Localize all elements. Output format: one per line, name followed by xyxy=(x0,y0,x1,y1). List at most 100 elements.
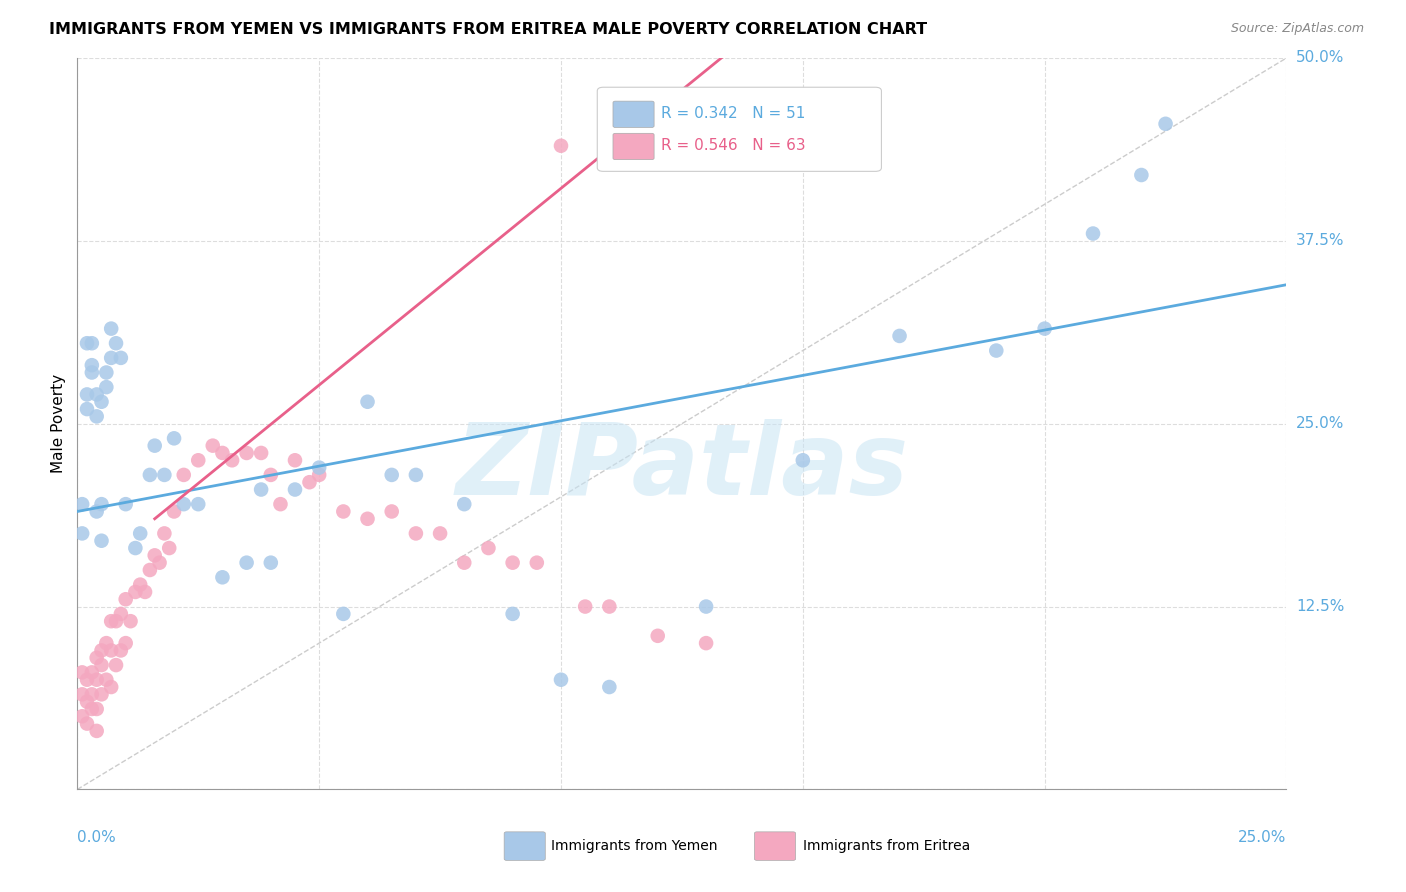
Point xyxy=(86,504,108,518)
Point xyxy=(80,358,103,372)
Point xyxy=(70,665,93,680)
Point xyxy=(70,497,93,511)
Text: R = 0.546   N = 63: R = 0.546 N = 63 xyxy=(661,138,806,153)
Point xyxy=(120,614,142,628)
Text: IMMIGRANTS FROM YEMEN VS IMMIGRANTS FROM ERITREA MALE POVERTY CORRELATION CHART: IMMIGRANTS FROM YEMEN VS IMMIGRANTS FROM… xyxy=(49,22,928,37)
Point xyxy=(70,687,93,701)
Point xyxy=(1130,168,1153,182)
Point xyxy=(86,702,108,716)
Point xyxy=(86,673,108,687)
Point xyxy=(308,467,330,482)
Point xyxy=(550,673,572,687)
Point xyxy=(80,366,103,380)
Point xyxy=(100,643,122,657)
Point xyxy=(647,629,669,643)
Point xyxy=(90,658,112,673)
Text: 0.0%: 0.0% xyxy=(77,830,117,845)
Point xyxy=(187,497,209,511)
Point xyxy=(143,549,166,563)
Text: 12.5%: 12.5% xyxy=(1296,599,1344,614)
Point xyxy=(695,636,717,650)
Point xyxy=(96,380,118,394)
Text: Immigrants from Eritrea: Immigrants from Eritrea xyxy=(803,838,970,853)
Point xyxy=(100,614,122,628)
Text: 37.5%: 37.5% xyxy=(1296,234,1344,248)
FancyBboxPatch shape xyxy=(598,87,882,171)
Point xyxy=(201,439,224,453)
Point xyxy=(405,467,427,482)
Point xyxy=(260,556,283,570)
Point xyxy=(86,650,108,665)
Point xyxy=(70,709,93,723)
Point xyxy=(124,541,146,555)
Point xyxy=(211,570,233,584)
Point xyxy=(1081,227,1104,241)
Point xyxy=(80,702,103,716)
Point xyxy=(792,453,814,467)
Point xyxy=(105,658,128,673)
Text: Immigrants from Yemen: Immigrants from Yemen xyxy=(551,838,718,853)
Point xyxy=(139,467,162,482)
Point xyxy=(235,446,257,460)
Point xyxy=(86,387,108,401)
Point xyxy=(550,138,572,153)
Point xyxy=(598,599,620,614)
Point xyxy=(381,504,404,518)
Point xyxy=(139,563,162,577)
Point xyxy=(105,336,128,351)
Point xyxy=(76,673,98,687)
Point xyxy=(598,680,620,694)
Point xyxy=(356,394,378,409)
Point xyxy=(96,636,118,650)
Text: Source: ZipAtlas.com: Source: ZipAtlas.com xyxy=(1230,22,1364,36)
Point xyxy=(153,526,176,541)
Point xyxy=(110,607,132,621)
Point xyxy=(157,541,180,555)
Point xyxy=(110,351,132,365)
Point xyxy=(86,409,108,424)
Point xyxy=(90,533,112,548)
Point xyxy=(332,504,354,518)
Point xyxy=(90,394,112,409)
Point xyxy=(96,366,118,380)
Point xyxy=(298,475,321,490)
Point xyxy=(284,483,307,497)
Point xyxy=(453,497,475,511)
Point xyxy=(250,446,273,460)
Point xyxy=(148,556,170,570)
Point xyxy=(90,497,112,511)
FancyBboxPatch shape xyxy=(613,101,654,128)
Text: 25.0%: 25.0% xyxy=(1296,417,1344,431)
Point xyxy=(574,599,596,614)
Point xyxy=(695,599,717,614)
Point xyxy=(76,336,98,351)
Point xyxy=(114,636,136,650)
Point xyxy=(221,453,243,467)
Point xyxy=(477,541,499,555)
Point xyxy=(90,643,112,657)
Point xyxy=(80,687,103,701)
Point xyxy=(76,387,98,401)
Point xyxy=(80,336,103,351)
Point xyxy=(114,592,136,607)
FancyBboxPatch shape xyxy=(505,832,546,861)
Point xyxy=(250,483,273,497)
Point xyxy=(187,453,209,467)
FancyBboxPatch shape xyxy=(613,133,654,160)
FancyBboxPatch shape xyxy=(755,832,796,861)
Point xyxy=(129,577,152,591)
Y-axis label: Male Poverty: Male Poverty xyxy=(51,374,66,474)
Point xyxy=(173,497,195,511)
Point xyxy=(332,607,354,621)
Point xyxy=(163,431,186,445)
Point xyxy=(235,556,257,570)
Point xyxy=(260,467,283,482)
Point xyxy=(143,439,166,453)
Point xyxy=(100,351,122,365)
Point xyxy=(284,453,307,467)
Point xyxy=(76,716,98,731)
Point xyxy=(100,321,122,335)
Point xyxy=(134,585,156,599)
Point xyxy=(502,607,524,621)
Point xyxy=(90,687,112,701)
